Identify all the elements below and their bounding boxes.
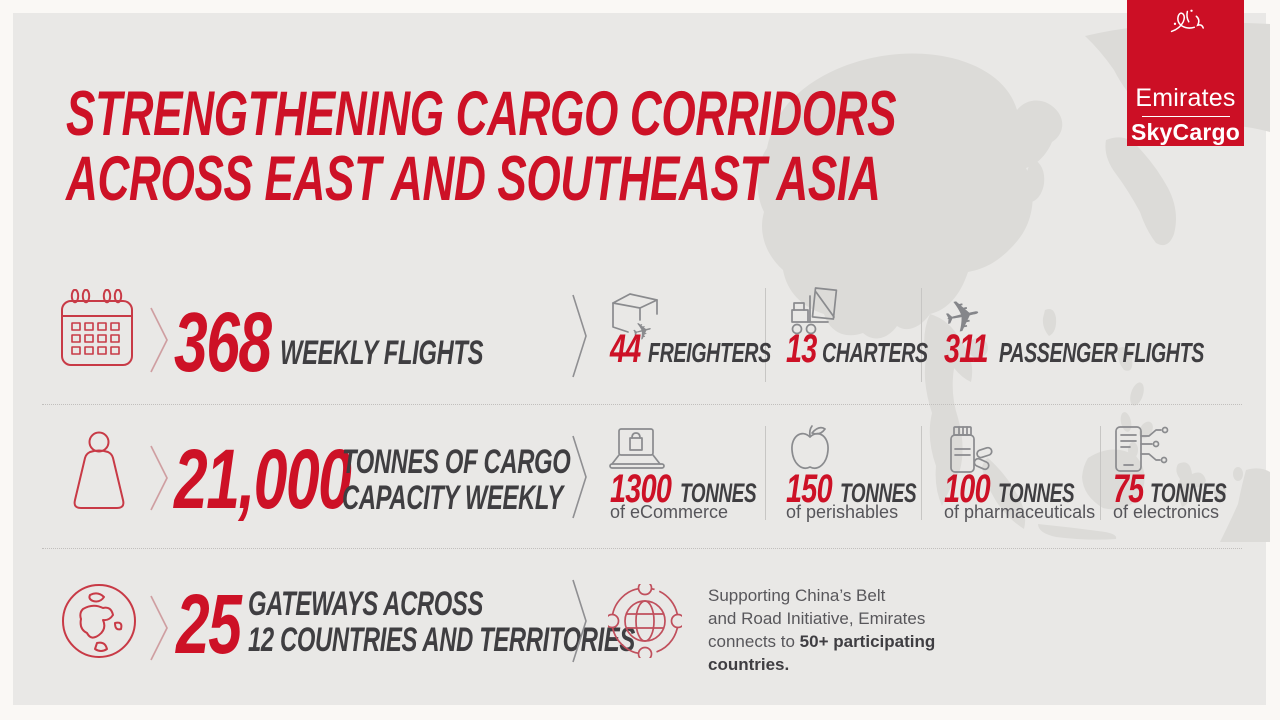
- row3-value: 25: [176, 577, 242, 671]
- row2-substat-value: 75: [1113, 467, 1144, 511]
- ecommerce-laptop-icon: [608, 426, 666, 472]
- row1-label: WEEKLY FLIGHTS: [280, 334, 484, 372]
- stat-divider: [921, 288, 922, 382]
- row2-substat-caption: of pharmaceuticals: [944, 502, 1096, 522]
- stat-divider: [765, 288, 766, 382]
- row2-label-line1: TONNES OF CARGO: [342, 443, 571, 481]
- airplane-icon: ✈: [942, 288, 998, 340]
- emirates-arabic-calligraphy: [1170, 9, 1204, 33]
- pharma-bottle-icon: [944, 424, 994, 476]
- note-line2: and Road Initiative, Emirates: [708, 609, 926, 628]
- chevron-separator-icon: [571, 578, 589, 664]
- row2-substat-unit: TONNES: [840, 478, 917, 508]
- row2-label: TONNES OF CARGO CAPACITY WEEKLY: [342, 444, 668, 516]
- row1-substat-label: FREIGHTERS: [648, 337, 771, 368]
- logo-brand-text: Emirates: [1135, 84, 1236, 113]
- row2-substat-caption: of electronics: [1113, 502, 1220, 522]
- row1-substat-value: 44: [610, 327, 641, 371]
- stat-divider: [765, 426, 766, 520]
- stat-divider: [921, 426, 922, 520]
- chevron-right-icon: [149, 306, 171, 374]
- title-line-2: ACROSS EAST AND SOUTHEAST ASIA: [66, 144, 881, 214]
- calendar-icon: [58, 289, 138, 369]
- chevron-right-icon: [149, 594, 171, 662]
- row2-substat-caption: of perishables: [786, 502, 899, 522]
- row3-label: GATEWAYS ACROSS 12 COUNTRIES AND TERRITO…: [248, 586, 801, 658]
- row2-substat-unit: TONNES: [680, 478, 757, 508]
- row3-label-line2: 12 COUNTRIES AND TERRITORIES: [248, 621, 635, 659]
- row2-substat-unit: TONNES: [1150, 478, 1227, 508]
- row-divider-dotted: [42, 548, 1242, 549]
- row1-substat-value: 13: [786, 327, 817, 371]
- row1-substat-label: PASSENGER FLIGHTS: [999, 337, 1204, 368]
- note-line3-bold: 50+ participating: [799, 632, 936, 651]
- note-line4-bold: countries.: [708, 655, 790, 674]
- chevron-right-icon: [149, 444, 171, 512]
- title-line-1: STRENGTHENING CARGO CORRIDORS: [66, 79, 897, 149]
- row3-label-line1: GATEWAYS ACROSS: [248, 585, 483, 623]
- emirates-skycargo-logo: Emirates SkyCargo: [1127, 0, 1244, 146]
- row1-substat-value: 311: [944, 327, 988, 371]
- row2-substat-caption: of eCommerce: [610, 502, 729, 522]
- row2-substat-unit: TONNES: [998, 478, 1075, 508]
- apple-icon: [788, 424, 832, 472]
- row-divider-dotted: [42, 404, 1242, 405]
- row2-substat-value: 100: [944, 467, 991, 511]
- globe-icon: [60, 582, 138, 660]
- belt-road-note: Supporting China’s Belt and Road Initiat…: [708, 584, 968, 676]
- forklift-crate-icon: [784, 286, 842, 342]
- chevron-separator-icon: [571, 434, 589, 520]
- row1-value: 368: [174, 295, 272, 389]
- belt-road-network-icon: [608, 584, 682, 658]
- electronics-phone-icon: [1113, 424, 1171, 474]
- logo-divider: [1141, 116, 1230, 117]
- air-freight-box-icon: ✈: [608, 289, 664, 343]
- logo-product-text: SkyCargo: [1131, 119, 1240, 145]
- weight-icon: [66, 430, 132, 514]
- row2-substat-value: 1300: [610, 467, 672, 511]
- row2-label-line2: CAPACITY WEEKLY: [342, 479, 563, 517]
- asia-map-silhouette: [757, 22, 1270, 542]
- stat-divider: [1100, 426, 1101, 520]
- row2-substat-value: 150: [786, 467, 833, 511]
- note-line1: Supporting China’s Belt: [708, 586, 886, 605]
- row2-value: 21,000: [174, 432, 352, 526]
- page-title: STRENGTHENING CARGO CORRIDORS ACROSS EAS…: [66, 82, 1252, 212]
- chevron-separator-icon: [571, 293, 589, 379]
- row1-substat-label: CHARTERS: [822, 337, 928, 368]
- note-line3: connects to: [708, 632, 800, 651]
